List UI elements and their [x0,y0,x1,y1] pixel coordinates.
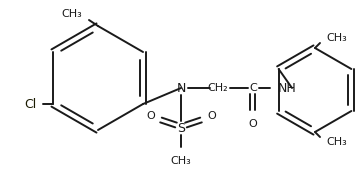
Text: CH₃: CH₃ [171,156,191,166]
Text: CH₃: CH₃ [326,137,347,147]
Text: CH₂: CH₂ [208,83,228,93]
Text: Cl: Cl [25,97,37,110]
Text: O: O [146,111,155,121]
Text: CH₃: CH₃ [326,33,347,43]
Text: C: C [249,83,257,93]
Text: S: S [177,121,185,134]
Text: O: O [249,119,257,129]
Text: CH₃: CH₃ [61,9,82,19]
Text: O: O [207,111,216,121]
Text: N: N [176,81,186,94]
Text: NH: NH [278,81,297,94]
